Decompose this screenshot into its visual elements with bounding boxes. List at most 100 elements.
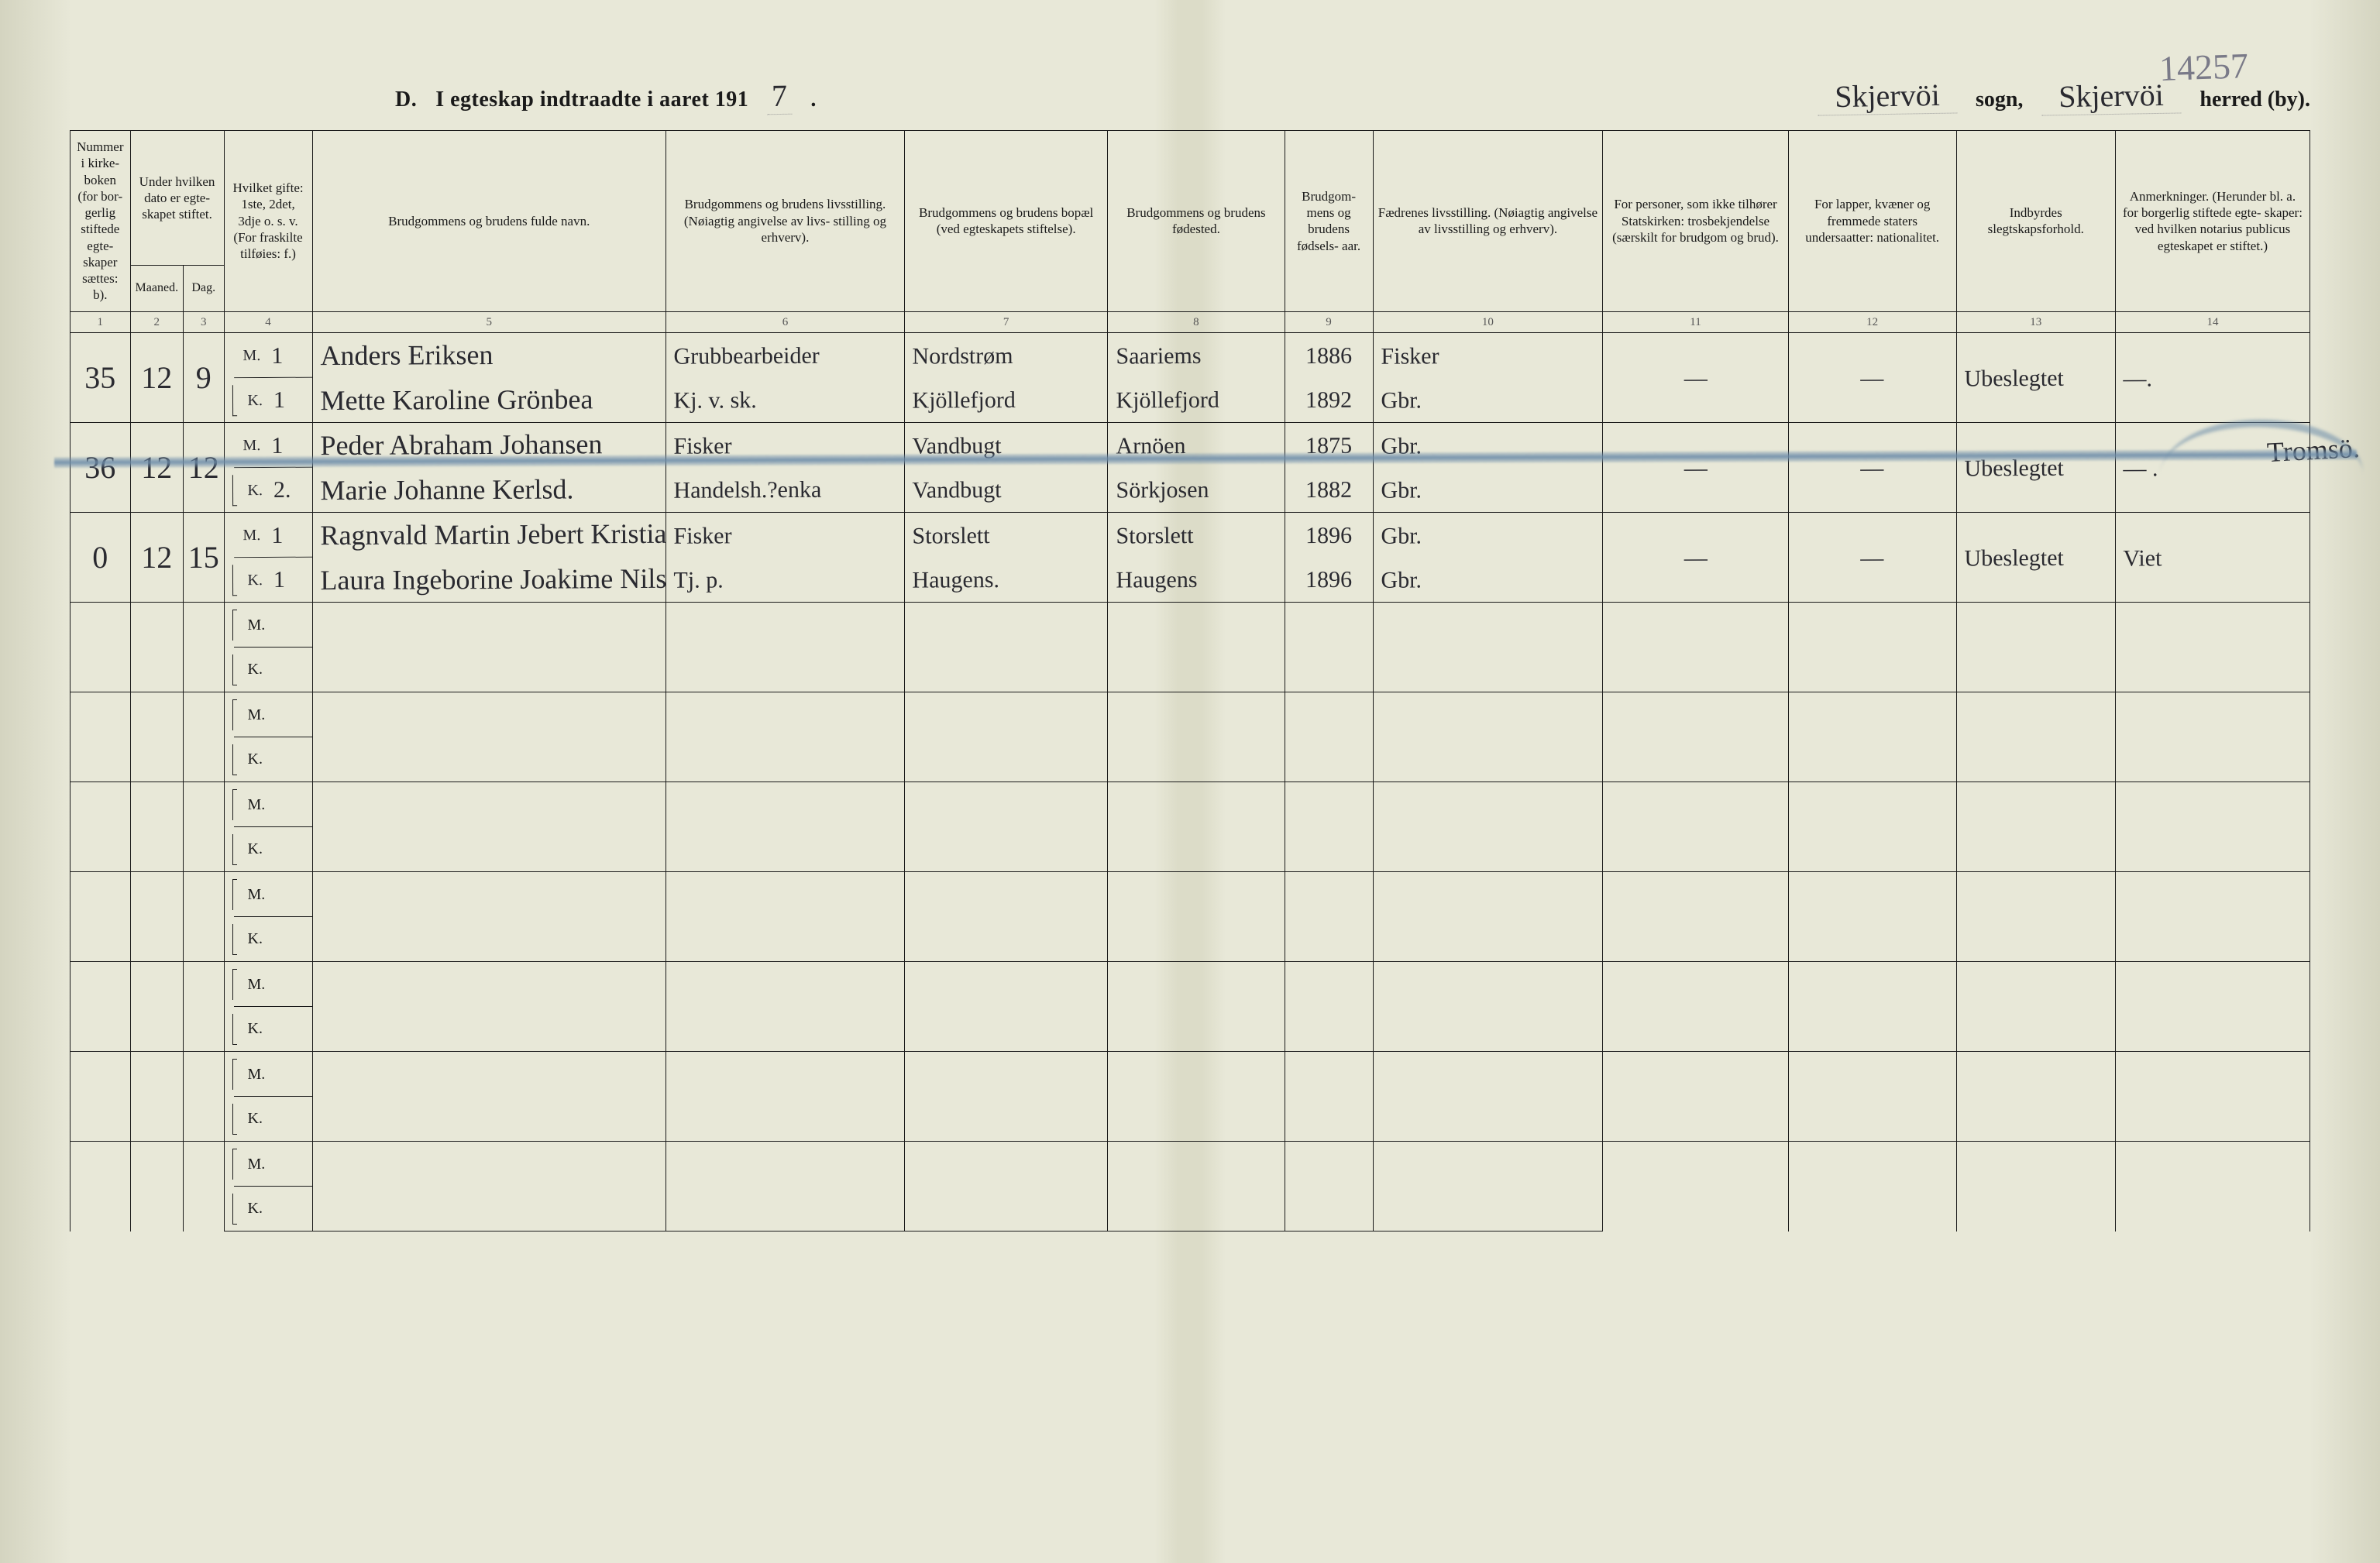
c14-cell: —. [2115,332,2310,423]
livsstilling-cell: Fisker [666,422,904,469]
header-c7: Brudgommens og brudens bopæl (ved egtesk… [904,131,1107,312]
title-row: D. I egteskap indtraadte i aaret 191 7 .… [395,77,2310,115]
mk-m-label: M. [224,782,312,827]
livsstilling-cell: Grubbearbeider [666,332,904,379]
faedre-cell: Gbr. [1373,422,1603,469]
table-row-empty: M. [71,692,2310,737]
c12-cell: — [1788,512,1956,603]
livsstilling-cell: Kj. v. sk. [666,377,904,424]
fodested-cell: Sörkjosen [1108,467,1285,513]
herred-hand: Skjervöi [2041,76,2182,115]
table-row-empty: M. [71,962,2310,1007]
colnum-14: 14 [2115,311,2309,333]
name-cell: Peder Abraham Johansen [312,422,666,469]
mk-k-label: K. [224,1187,312,1232]
fodested-cell: Arnöen [1108,422,1285,468]
c13-cell: Ubeslegtet [1956,422,2116,513]
aar-cell: 1882 [1285,467,1373,513]
table-header: Nummer i kirke- boken (for bor- gerlig s… [71,131,2310,333]
fodested-cell: Storslett [1108,512,1285,558]
fodested-cell: Haugens [1108,557,1285,603]
gifte-cell: K.1 [224,557,312,603]
aar-cell: 1892 [1285,377,1373,423]
mk-m-label: M. [224,962,312,1007]
fodested-cell: Saariems [1108,332,1285,378]
colnum-3: 3 [184,311,224,333]
c12-cell: — [1788,332,1956,423]
mk-m-label: M. [224,1052,312,1097]
mk-k-label: K. [224,1007,312,1052]
title-year-suffix: 7 [767,77,793,115]
header-c2-3: Under hvilken dato er egte- skapet stift… [130,131,224,266]
bopael-cell: Nordstrøm [904,332,1108,378]
colnum-1: 1 [71,311,131,333]
colnum-7: 7 [904,311,1107,333]
table-row-empty: M. [71,1052,2310,1097]
header-c8: Brudgommens og brudens fødested. [1108,131,1285,312]
table-body: 35129M.1Anders EriksenGrubbearbeiderNord… [71,333,2310,1232]
record-month: 12 [130,423,183,513]
faedre-cell: Fisker [1373,332,1603,379]
livsstilling-cell: Tj. p. [666,557,904,603]
gifte-cell: M.1 [224,512,312,558]
table-row-empty: M. [71,1142,2310,1187]
header-c4: Hvilket gifte: 1ste, 2det, 3dje o. s. v.… [224,131,312,312]
fodested-cell: Kjöllefjord [1108,377,1285,423]
gifte-cell: M.1 [224,332,312,378]
gifte-cell: K.2. [224,467,312,513]
bopael-cell: Kjöllefjord [904,377,1108,423]
header-c5: Brudgommens og brudens fulde navn. [312,131,666,312]
register-table: Nummer i kirke- boken (for bor- gerlig s… [70,130,2310,1232]
record-number: 0 [71,513,131,603]
name-cell: Marie Johanne Kerlsd. [312,467,666,514]
mk-m-label: M. [224,692,312,737]
header-c3: Dag. [184,265,224,311]
aar-cell: 1896 [1285,557,1373,603]
faedre-cell: Gbr. [1373,467,1603,514]
faedre-cell: Gbr. [1373,512,1603,558]
header-c11: For personer, som ikke tilhører Statskir… [1603,131,1789,312]
register-sheet: 14257 D. I egteskap indtraadte i aaret 1… [0,0,2380,1563]
colnum-4: 4 [224,311,312,333]
colnum-13: 13 [1956,311,2115,333]
record-day: 9 [184,333,224,423]
record-number: 36 [71,423,131,513]
c11-cell: — [1602,332,1788,423]
record-month: 12 [130,333,183,423]
record-month: 12 [130,513,183,603]
header-c6: Brudgommens og brudens livsstilling. (Nø… [666,131,904,312]
aar-cell: 1896 [1285,512,1373,558]
margin-note-right: Tromsö. [2266,431,2361,469]
c13-cell: Ubeslegtet [1956,332,2116,423]
herred-label: herred (by). [2199,88,2310,112]
table-row-empty: M. [71,603,2310,648]
header-c13: Indbyrdes slegtskapsforhold. [1956,131,2115,312]
name-cell: Laura Ingeborine Joakime Nilsd. [312,557,666,603]
header-c9: Brudgom- mens og brudens fødsels- aar. [1285,131,1373,312]
header-c14: Anmerkninger. (Herunder bl. a. for borge… [2115,131,2309,312]
c14-cell: Viet [2115,512,2310,603]
colnum-2: 2 [130,311,183,333]
colnum-10: 10 [1373,311,1603,333]
record-day: 12 [184,423,224,513]
name-cell: Mette Karoline Grönbea [312,377,666,424]
table-row-empty: M. [71,782,2310,827]
c11-cell: — [1602,422,1788,513]
mk-m-label: M. [224,872,312,917]
mk-k-label: K. [224,917,312,962]
table-row: 35129M.1Anders EriksenGrubbearbeiderNord… [71,333,2310,378]
header-c10: Fædrenes livsstilling. (Nøiagtig angivel… [1373,131,1603,312]
name-cell: Ragnvald Martin Jebert Kristiansen [312,512,666,558]
header-c2: Maaned. [130,265,183,311]
table-row: 361212M.1Peder Abraham JohansenFiskerVan… [71,423,2310,468]
sogn-label: sogn, [1976,88,2023,112]
aar-cell: 1875 [1285,422,1373,468]
sogn-hand: Skjervöi [1818,76,1958,115]
aar-cell: 1886 [1285,332,1373,378]
faedre-cell: Gbr. [1373,377,1603,424]
colnum-6: 6 [666,311,904,333]
colnum-9: 9 [1285,311,1373,333]
colnum-12: 12 [1788,311,1956,333]
bopael-cell: Haugens. [904,557,1108,603]
livsstilling-cell: Handelsh.?enka [666,467,904,514]
